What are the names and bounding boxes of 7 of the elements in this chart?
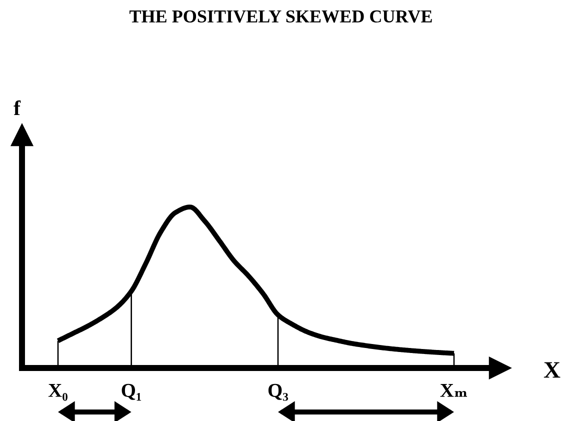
x-tick-label: Q₃ [268, 384, 288, 401]
x-axis-title: X [544, 362, 560, 378]
x-tick-label: X₀ [48, 384, 68, 401]
y-axis-title: f [14, 100, 21, 116]
x-tick-label: Xₘ [440, 384, 468, 397]
x-tick-label: Q₁ [122, 384, 142, 401]
chart-title: THE POSITIVELY SKEWED CURVE [130, 10, 432, 23]
